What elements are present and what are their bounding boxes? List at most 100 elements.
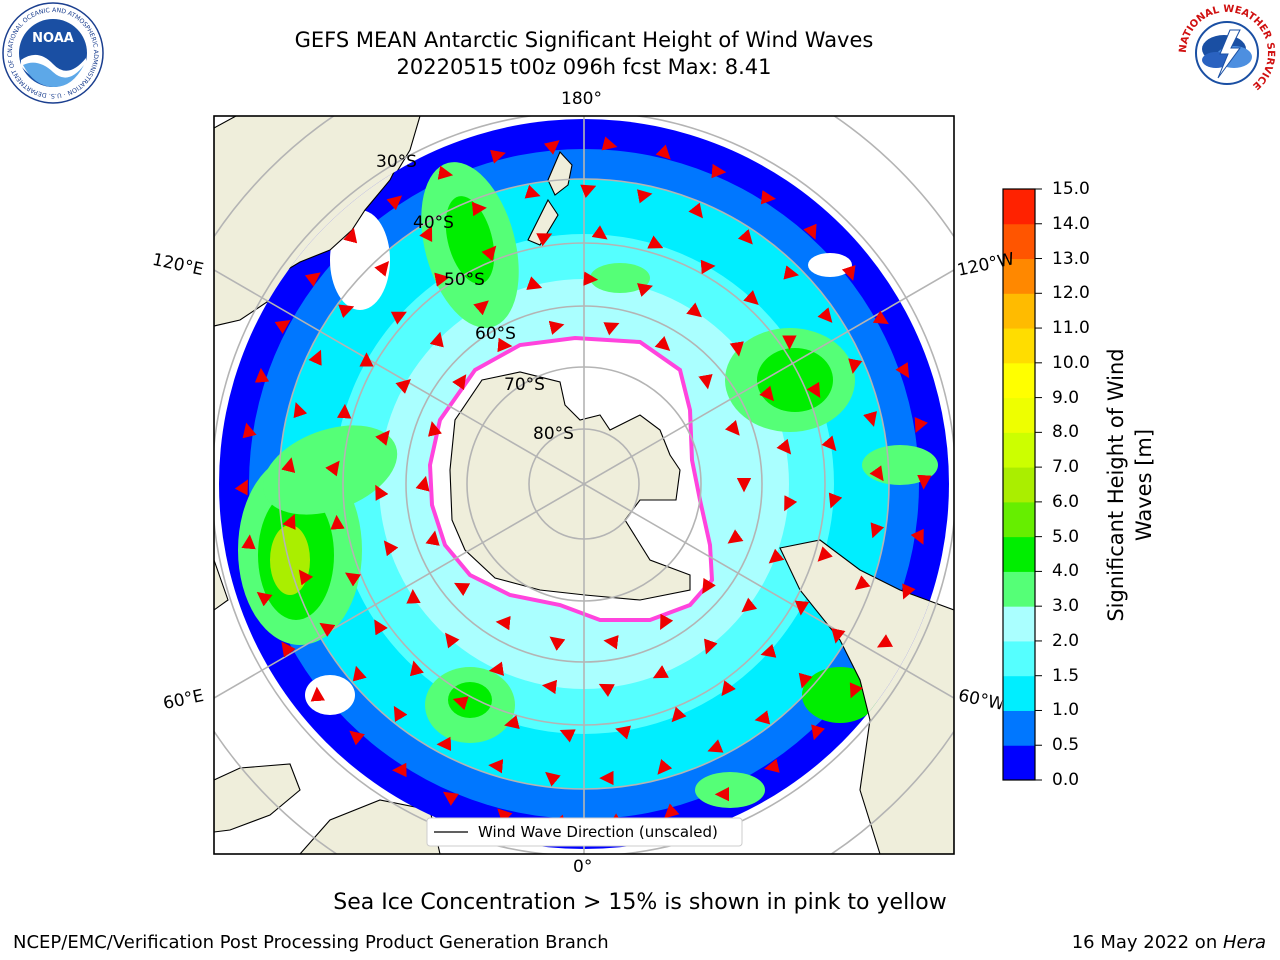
wind-wave-arrow [591, 225, 608, 240]
colorbar-tick-label: 14.0 [1052, 213, 1090, 234]
wind-wave-arrow [759, 385, 775, 402]
colorbar-segment [1003, 432, 1035, 468]
colorbar-tick-label: 8.0 [1052, 422, 1080, 443]
wind-wave-arrow [698, 374, 713, 390]
wind-wave-arrow [549, 636, 566, 651]
wind-wave-arrow [707, 739, 724, 753]
wind-wave-arrow [784, 495, 798, 512]
wind-wave-arrow [429, 331, 444, 348]
wind-wave-arrow [727, 529, 744, 544]
lat-label-80s: 80°S [533, 424, 574, 444]
lat-label-30s: 30°S [376, 152, 417, 172]
wind-wave-arrow [298, 569, 314, 586]
colorbar-tick-label: 15.0 [1052, 179, 1090, 199]
wind-wave-arrow [637, 283, 653, 297]
wind-wave-arrow [543, 140, 560, 155]
colorbar-tick-label: 1.0 [1052, 700, 1080, 721]
colorbar-tick-label: 12.0 [1052, 283, 1090, 304]
wind-wave-arrow [338, 304, 355, 319]
wind-wave-arrow [390, 311, 407, 325]
colorbar-tick-label: 5.0 [1052, 526, 1080, 547]
wind-wave-arrow [254, 367, 270, 383]
wind-wave-arrow [872, 310, 889, 325]
colorbar-title: Significant Height of Wind Waves [m] [1102, 275, 1158, 695]
wind-wave-arrow [437, 165, 454, 180]
wind-wave-arrow [386, 195, 403, 211]
wind-wave-arrow [443, 791, 459, 806]
colorbar-tick-label: 10.0 [1052, 352, 1090, 373]
wind-wave-arrow [636, 189, 653, 204]
wind-wave-arrow [741, 597, 758, 613]
colorbar-tick-label: 4.0 [1052, 561, 1080, 582]
wind-wave-arrow [803, 223, 817, 240]
wind-wave-arrow [310, 686, 326, 702]
wind-wave-arrow [524, 184, 541, 199]
wind-wave-arrow [281, 641, 296, 658]
wind-wave-arrow [282, 513, 296, 530]
wind-wave-arrow [806, 381, 821, 398]
wind-wave-arrow [481, 245, 497, 262]
wind-wave-arrow [343, 227, 358, 244]
wind-wave-arrow [452, 374, 467, 391]
wind-wave-arrow [817, 546, 833, 562]
wind-wave-arrow [902, 583, 916, 600]
wind-wave-arrow [393, 705, 408, 722]
colorbar-segment [1003, 293, 1035, 329]
wind-wave-arrow [336, 403, 352, 419]
footer-credit: NCEP/EMC/Verification Post Processing Pr… [13, 932, 609, 953]
wind-wave-arrow [700, 259, 716, 275]
wind-wave-arrow [375, 430, 390, 446]
wind-wave-arrow [330, 514, 345, 530]
wind-wave-arrow [452, 696, 469, 711]
colorbar-tick-label: 13.0 [1052, 248, 1090, 269]
wind-wave-arrow [910, 528, 924, 545]
colorbar-tick-label: 3.0 [1052, 596, 1080, 617]
wind-wave-arrow [548, 320, 565, 335]
wind-wave-arrow [293, 402, 308, 419]
wind-wave-arrow [841, 265, 856, 281]
wind-wave-arrow [870, 522, 885, 539]
wind-wave-arrow [497, 337, 513, 353]
colorbar-segment [1003, 745, 1035, 781]
wind-wave-arrow [488, 661, 505, 676]
wind-wave-arrow [811, 724, 825, 741]
lon-label-0: 0° [573, 857, 593, 877]
colorbar-segment [1003, 223, 1035, 260]
wind-wave-arrow [559, 729, 576, 743]
colorbar-segment [1003, 501, 1035, 538]
wind-wave-arrow [704, 638, 718, 655]
colorbar-tick-label: 11.0 [1052, 318, 1090, 339]
colorbar-segment [1003, 362, 1035, 399]
wind-wave-arrow [764, 758, 780, 773]
lat-label-40s: 40°S [413, 213, 454, 233]
wind-wave-arrow [473, 300, 489, 316]
wind-wave-arrow [647, 235, 664, 249]
wind-wave-arrow [242, 422, 257, 439]
wind-wave-arrow [488, 759, 504, 774]
footer-host: Hera [1222, 932, 1266, 953]
wind-wave-arrow [434, 272, 450, 287]
wind-wave-arrow [724, 420, 740, 436]
colorbar-segment [1003, 640, 1035, 677]
wind-wave-arrow [849, 682, 864, 699]
wind-wave-arrow [652, 665, 669, 679]
colorbar-tick-label: 1.5 [1052, 665, 1080, 686]
colorbar [1003, 188, 1042, 781]
wind-wave-arrow [798, 672, 813, 689]
wind-wave-arrow [737, 229, 753, 245]
lat-label-60s: 60°S [475, 324, 516, 344]
wind-wave-arrow [603, 635, 619, 650]
wind-wave-arrow [776, 438, 792, 455]
wind-wave-arrow [445, 632, 460, 649]
wind-wave-arrow [374, 619, 388, 636]
wind-wave-arrow [409, 660, 424, 677]
wind-wave-arrow [817, 307, 833, 323]
wind-wave-arrow [603, 322, 620, 336]
wind-wave-arrow [419, 225, 433, 243]
colorbar-segment [1003, 328, 1035, 364]
colorbar-title-line1: Significant Height of Wind [1104, 348, 1128, 622]
wind-wave-arrow [863, 411, 877, 427]
wind-wave-arrow [721, 680, 736, 697]
wind-wave-arrow [374, 260, 390, 277]
colorbar-segment [1003, 258, 1035, 294]
